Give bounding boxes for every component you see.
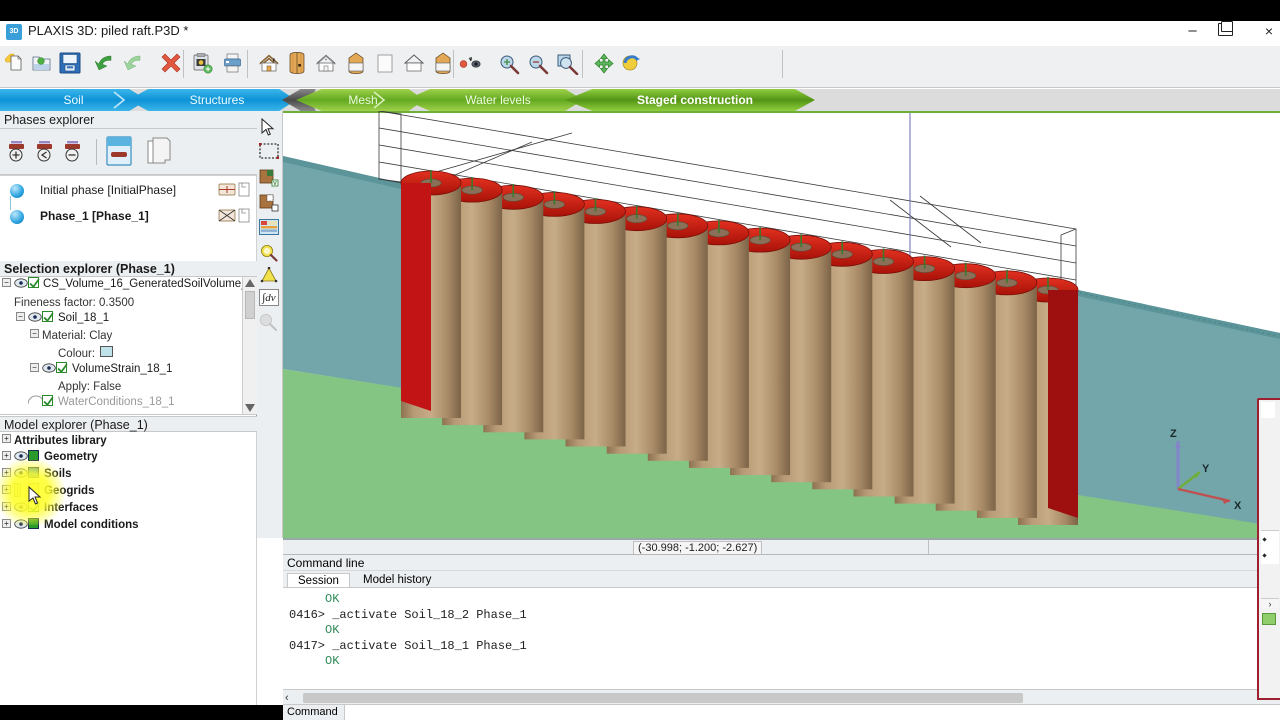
svg-text:V: V [273, 181, 277, 187]
svg-text:Z: Z [1170, 428, 1177, 440]
svg-text:X: X [1234, 500, 1242, 512]
svg-text:Y: Y [1202, 463, 1210, 475]
